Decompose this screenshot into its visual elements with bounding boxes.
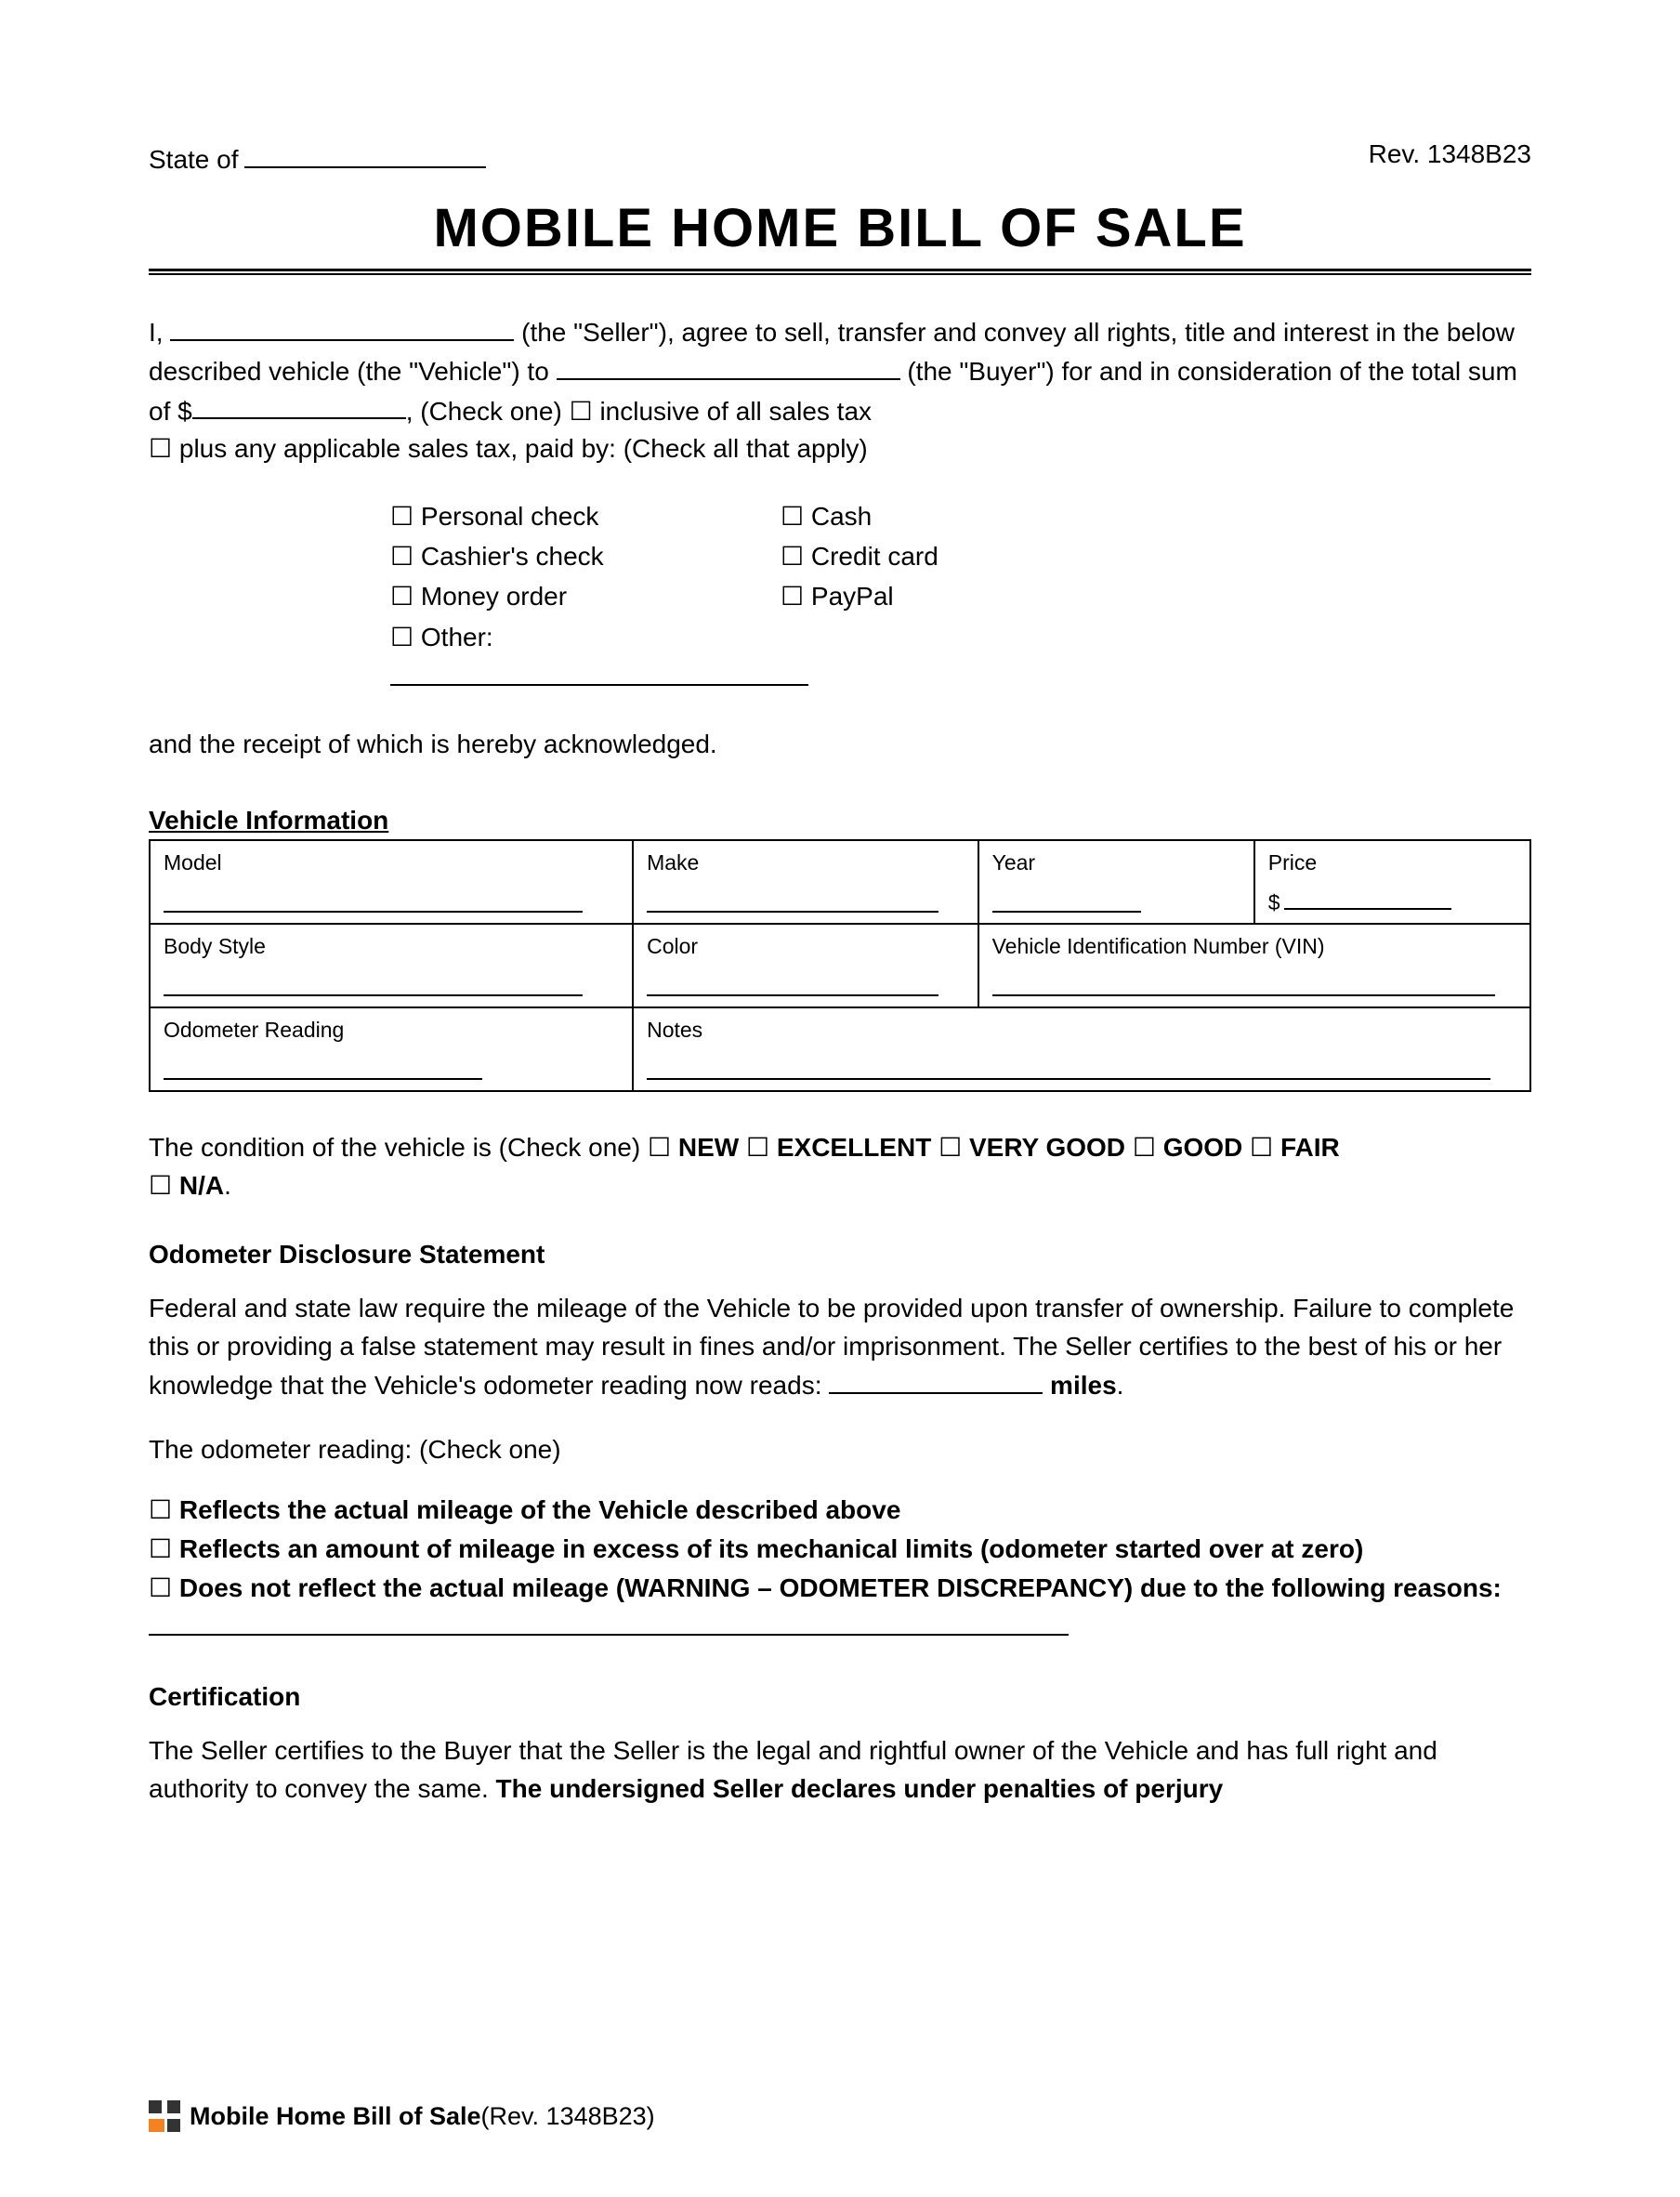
table-row: Body Style Color Vehicle Identification … — [150, 924, 1530, 1007]
receipt-line: and the receipt of which is hereby ackno… — [149, 726, 1531, 764]
cell-odometer[interactable]: Odometer Reading — [150, 1007, 633, 1091]
title-rule-1 — [149, 269, 1531, 271]
document-page: State of Rev. 1348B23 MOBILE HOME BILL O… — [0, 0, 1680, 2197]
opt-inclusive: inclusive of all sales tax — [599, 396, 872, 425]
intro-a: I, — [149, 318, 170, 347]
checkbox-na[interactable]: ☐ — [149, 1171, 172, 1200]
odo-opt-actual[interactable]: ☐ Reflects the actual mileage of the Veh… — [149, 1491, 1531, 1530]
condition-line: The condition of the vehicle is (Check o… — [149, 1129, 1531, 1204]
odo-opt-discrepancy[interactable]: ☐ Does not reflect the actual mileage (W… — [149, 1569, 1531, 1647]
cell-notes[interactable]: Notes — [633, 1007, 1530, 1091]
vehicle-info-heading: Vehicle Information — [149, 806, 1531, 835]
cell-body-style[interactable]: Body Style — [150, 924, 633, 1007]
cell-vin[interactable]: Vehicle Identification Number (VIN) — [978, 924, 1530, 1007]
document-title: MOBILE HOME BILL OF SALE — [149, 197, 1531, 259]
checkbox-good[interactable]: ☐ — [1133, 1133, 1156, 1162]
footer-logo-icon — [149, 2100, 180, 2132]
checkbox-verygood[interactable]: ☐ — [938, 1133, 962, 1162]
title-rule-2 — [149, 273, 1531, 275]
intro-d: , (Check one) — [406, 396, 570, 425]
intro-paragraph: I, (the "Seller"), agree to sell, transf… — [149, 312, 1531, 468]
cell-make[interactable]: Make — [633, 840, 978, 924]
odometer-options: ☐ Reflects the actual mileage of the Veh… — [149, 1491, 1531, 1647]
pay-opt-personal-check[interactable]: ☐ Personal check — [390, 496, 781, 536]
cell-price[interactable]: Price $ — [1254, 840, 1530, 924]
vehicle-info-table: Model Make Year Price $ Body Style C — [149, 839, 1531, 1092]
checkbox-new[interactable]: ☐ — [648, 1133, 671, 1162]
pay-opt-paypal[interactable]: ☐ PayPal — [781, 576, 1171, 616]
state-blank[interactable] — [244, 139, 486, 168]
odo-opt-excess[interactable]: ☐ Reflects an amount of mileage in exces… — [149, 1530, 1531, 1569]
cell-color[interactable]: Color — [633, 924, 978, 1007]
checkbox-excellent[interactable]: ☐ — [746, 1133, 769, 1162]
cell-model[interactable]: Model — [150, 840, 633, 924]
header-row: State of Rev. 1348B23 — [149, 139, 1531, 175]
pay-opt-credit-card[interactable]: ☐ Credit card — [781, 536, 1171, 576]
footer-title: Mobile Home Bill of Sale — [190, 2102, 481, 2131]
opt-plus: plus any applicable sales tax, paid by: … — [179, 434, 868, 463]
odometer-checkone: The odometer reading: (Check one) — [149, 1431, 1531, 1469]
pay-opt-cash[interactable]: ☐ Cash — [781, 496, 1171, 536]
condition-prefix: The condition of the vehicle is (Check o… — [149, 1133, 648, 1162]
pay-opt-other[interactable]: ☐ Other: — [390, 617, 781, 698]
state-of-field[interactable]: State of — [149, 139, 486, 175]
pay-opt-money-order[interactable]: ☐ Money order — [390, 576, 781, 616]
cell-year[interactable]: Year — [978, 840, 1254, 924]
footer: Mobile Home Bill of Sale (Rev. 1348B23) — [149, 2100, 655, 2132]
table-row: Odometer Reading Notes — [150, 1007, 1530, 1091]
certification-heading: Certification — [149, 1682, 1531, 1712]
payment-methods: ☐ Personal check ☐ Cashier's check ☐ Mon… — [390, 496, 1531, 698]
other-blank[interactable] — [390, 684, 808, 686]
checkbox-fair[interactable]: ☐ — [1250, 1133, 1273, 1162]
odometer-paragraph: Federal and state law require the mileag… — [149, 1290, 1531, 1405]
table-row: Model Make Year Price $ — [150, 840, 1530, 924]
checkbox-inclusive[interactable]: ☐ — [570, 396, 593, 425]
state-of-label: State of — [149, 145, 239, 175]
pay-opt-cashiers-check[interactable]: ☐ Cashier's check — [390, 536, 781, 576]
miles-blank[interactable] — [829, 1365, 1043, 1394]
seller-blank[interactable] — [170, 312, 514, 341]
certification-paragraph: The Seller certifies to the Buyer that t… — [149, 1732, 1531, 1808]
payment-col-2: ☐ Cash ☐ Credit card ☐ PayPal — [781, 496, 1171, 698]
amount-blank[interactable] — [192, 391, 406, 420]
payment-col-1: ☐ Personal check ☐ Cashier's check ☐ Mon… — [390, 496, 781, 698]
checkbox-plus[interactable]: ☐ — [149, 434, 172, 463]
buyer-blank[interactable] — [557, 351, 900, 380]
reason-blank[interactable] — [149, 1634, 1069, 1636]
odometer-heading: Odometer Disclosure Statement — [149, 1240, 1531, 1270]
footer-rev: (Rev. 1348B23) — [481, 2102, 655, 2131]
rev-label: Rev. 1348B23 — [1369, 139, 1531, 175]
